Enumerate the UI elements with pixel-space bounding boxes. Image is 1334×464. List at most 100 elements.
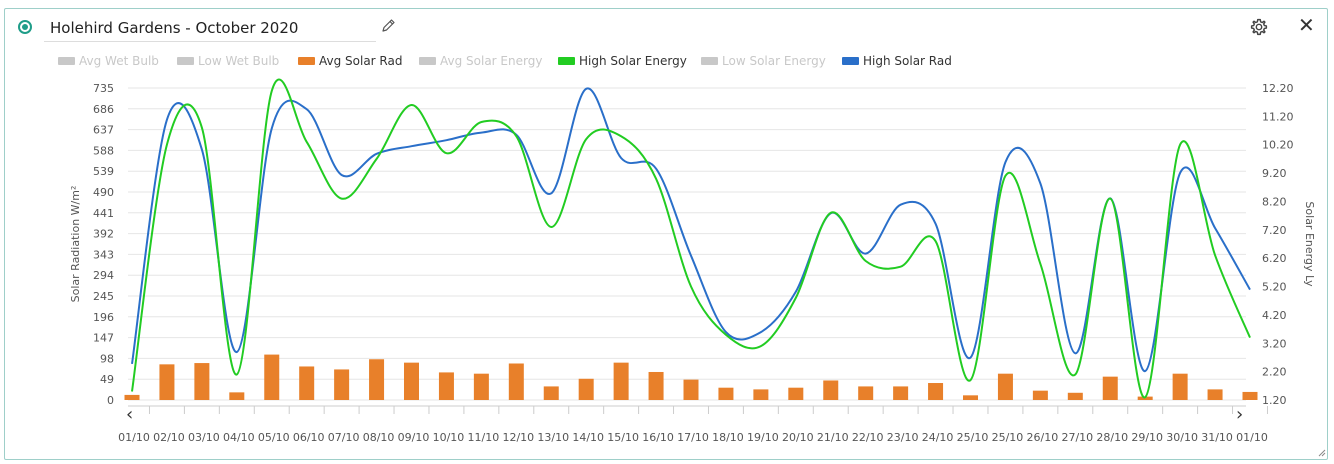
x-tick-label: 10/10 [433, 431, 465, 444]
legend-label: Avg Solar Rad [319, 54, 403, 68]
bar-avg-solar-rad [194, 363, 210, 400]
x-tick-label: 21/10 [817, 431, 849, 444]
bar-avg-solar-rad [473, 373, 489, 400]
legend-label: High Solar Energy [579, 54, 687, 68]
legend-label: Low Solar Energy [722, 54, 826, 68]
chart-title: Holehird Gardens - October 2020 [50, 19, 299, 37]
x-tick-label: 16/10 [642, 431, 674, 444]
bar-avg-solar-rad [369, 359, 385, 400]
bar-avg-solar-rad [788, 387, 804, 400]
y-left-tick-label: 735 [93, 82, 114, 95]
pencil-icon[interactable] [380, 18, 396, 34]
bar-avg-solar-rad [543, 386, 559, 400]
bar-avg-solar-rad [299, 366, 315, 400]
x-tick-label: 05/10 [258, 431, 290, 444]
legend-item-avg-solar-rad[interactable]: Avg Solar Rad [298, 54, 402, 68]
bar-avg-solar-rad [823, 380, 839, 400]
bar-avg-solar-rad [683, 379, 699, 400]
x-tick-label: 01/10 [1236, 431, 1268, 444]
legend-item-high-solar-energy[interactable]: High Solar Energy [558, 54, 687, 68]
x-tick-label: 07/10 [328, 431, 360, 444]
y-right-tick-label: 7.20 [1262, 224, 1287, 237]
bar-avg-solar-rad [893, 386, 909, 400]
y-right-tick-label: 2.20 [1262, 366, 1287, 379]
bar-avg-solar-rad [508, 363, 524, 400]
y-right-tick-label: 4.20 [1262, 309, 1287, 322]
line-high-solar-energy [131, 78, 1251, 399]
legend-item-high-solar-rad[interactable]: High Solar Rad [842, 54, 952, 68]
gear-icon[interactable] [1250, 18, 1268, 36]
legend-item-avg-solar-energy[interactable]: Avg Solar Energy [419, 54, 542, 68]
y-right-axis-title: Solar Energy Ly [1303, 201, 1316, 287]
y-left-tick-label: 686 [93, 103, 114, 116]
bar-avg-solar-rad [858, 386, 874, 400]
x-tick-label: 27/10 [1061, 431, 1093, 444]
x-tick-label: 28/10 [1096, 431, 1128, 444]
y-left-tick-label: 147 [93, 332, 114, 345]
x-tick-label: 18/10 [712, 431, 744, 444]
chevron-right-icon[interactable]: › [1236, 404, 1244, 425]
y-right-tick-label: 3.20 [1262, 337, 1287, 350]
x-tick-label: 11/10 [468, 431, 500, 444]
bar-avg-solar-rad [928, 383, 944, 400]
y-right-tick-label: 5.20 [1262, 281, 1287, 294]
bar-avg-solar-rad [1032, 390, 1048, 400]
bar-avg-solar-rad [997, 373, 1013, 400]
bar-avg-solar-rad [1207, 389, 1223, 400]
radio-selected-icon[interactable] [18, 20, 32, 34]
x-tick-label: 09/10 [398, 431, 430, 444]
x-tick-label: 15/10 [607, 431, 639, 444]
x-tick-label: 08/10 [363, 431, 395, 444]
y-right-tick-label: 9.20 [1262, 167, 1287, 180]
legend-label: Low Wet Bulb [198, 54, 280, 68]
x-tick-label: 31/10 [1201, 431, 1233, 444]
chevron-left-icon[interactable]: ‹ [126, 404, 134, 425]
title-underline [44, 41, 376, 42]
legend-swatch [419, 56, 436, 65]
y-left-tick-label: 490 [93, 186, 114, 199]
legend-swatch [58, 56, 75, 65]
y-right-tick-label: 6.20 [1262, 252, 1287, 265]
bar-avg-solar-rad [718, 387, 734, 400]
y-left-axis-title: Solar Radiation W/m² [69, 186, 82, 303]
x-tick-label: 19/10 [747, 431, 779, 444]
bar-avg-solar-rad [404, 362, 419, 400]
y-left-tick-label: 245 [93, 290, 114, 303]
legend-swatch [701, 56, 718, 65]
bar-avg-solar-rad [159, 364, 175, 400]
legend-swatch [298, 56, 315, 65]
x-tick-label: 24/10 [922, 431, 954, 444]
y-right-tick-label: 11.20 [1262, 110, 1294, 123]
bar-avg-solar-rad [1067, 392, 1083, 400]
legend-swatch [842, 56, 859, 65]
y-left-tick-label: 539 [93, 165, 114, 178]
y-left-tick-label: 49 [100, 373, 114, 386]
legend-label: Avg Solar Energy [440, 54, 543, 68]
x-tick-label: 01/10 [118, 431, 150, 444]
x-tick-label: 06/10 [293, 431, 325, 444]
legend-swatch [558, 56, 575, 65]
y-left-tick-label: 392 [93, 228, 114, 241]
x-tick-label: 23/10 [887, 431, 919, 444]
bar-avg-solar-rad [753, 389, 769, 400]
x-tick-label: 22/10 [852, 431, 884, 444]
y-left-tick-label: 294 [93, 269, 114, 282]
y-left-tick-label: 0 [107, 394, 114, 407]
x-tick-label: 30/10 [1166, 431, 1198, 444]
y-right-tick-label: 1.20 [1262, 394, 1287, 407]
close-icon[interactable]: ✕ [1298, 15, 1315, 37]
y-left-tick-label: 343 [93, 248, 114, 261]
y-left-tick-label: 441 [93, 207, 114, 220]
resize-handle-icon[interactable] [1318, 449, 1326, 457]
legend-item-low-solar-energy[interactable]: Low Solar Energy [701, 54, 826, 68]
x-tick-label: 04/10 [223, 431, 255, 444]
x-tick-label: 12/10 [502, 431, 534, 444]
y-left-tick-label: 588 [93, 144, 114, 157]
x-tick-label: 20/10 [782, 431, 814, 444]
bar-avg-solar-rad [1172, 373, 1188, 400]
y-left-tick-label: 98 [100, 352, 114, 365]
legend-item-avg-wet-bulb[interactable]: Avg Wet Bulb [58, 54, 159, 68]
legend-item-low-wet-bulb[interactable]: Low Wet Bulb [177, 54, 279, 68]
y-right-tick-label: 8.20 [1262, 195, 1287, 208]
